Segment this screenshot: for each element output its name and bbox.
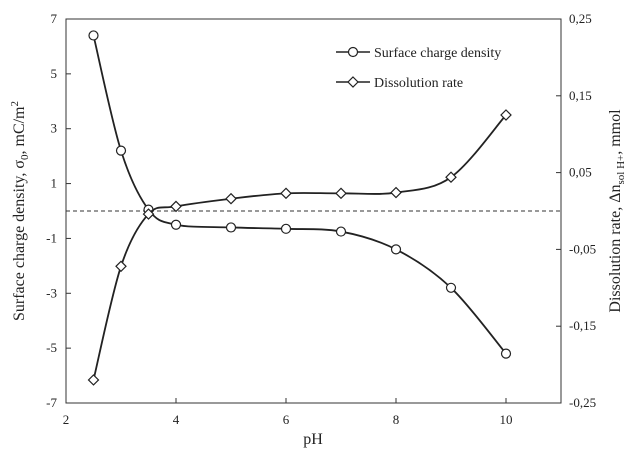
x-tick-label: 4: [173, 412, 180, 427]
legend-label-surface-charge: Surface charge density: [374, 46, 501, 61]
left-axis-label-main: Surface charge density, σ: [11, 160, 28, 321]
data-point-surface-charge: [280, 223, 292, 234]
left-axis-label-sup: 2: [9, 101, 21, 107]
legend-marker-surface-charge: [347, 46, 359, 58]
data-point-dissolution-rate: [142, 208, 155, 220]
x-tick-label: 6: [283, 412, 290, 427]
y-right-tick-label: -0,25: [569, 395, 596, 410]
data-point-surface-charge: [170, 219, 182, 230]
data-point-dissolution-rate: [225, 192, 237, 205]
data-point-surface-charge: [500, 348, 512, 359]
y-left-tick-label: -5: [46, 340, 57, 355]
x-tick-label: 2: [63, 412, 70, 427]
data-point-surface-charge: [390, 244, 402, 255]
right-axis-label-main: Dissolution rate, Δn: [607, 185, 624, 313]
y-left-tick-label: -7: [46, 395, 57, 410]
data-point-dissolution-rate: [280, 187, 292, 200]
x-tick-label: 10: [500, 412, 513, 427]
y-right-tick-label: 0,15: [569, 88, 592, 103]
data-point-dissolution-rate: [390, 186, 402, 199]
series-line-surface-charge: [92, 35, 507, 355]
y-left-tick-label: -3: [46, 285, 57, 300]
series-line-dissolution-rate: [92, 114, 507, 381]
y-right-tick-label: -0,05: [569, 241, 596, 256]
right-axis-label: Dissolution rate, Δnsol H+, mmol: [607, 109, 627, 313]
y-left-tick-label: -1: [46, 230, 57, 245]
right-axis-label-sub: sol H+: [615, 155, 627, 185]
legend-marker-dissolution-rate: [347, 76, 359, 88]
data-point-dissolution-rate: [335, 187, 347, 200]
data-point-surface-charge: [445, 282, 457, 293]
left-axis-label-unit: , mC/m: [11, 106, 28, 155]
left-axis-label-sub: 0: [19, 154, 31, 160]
data-point-dissolution-rate: [170, 200, 182, 213]
y-left-tick-label: 5: [51, 66, 58, 81]
x-tick-label: 8: [393, 412, 400, 427]
data-point-dissolution-rate: [115, 260, 127, 273]
x-axis-label: pH: [303, 431, 323, 448]
y-right-tick-label: 0,05: [569, 165, 592, 180]
legend-label-dissolution-rate: Dissolution rate: [374, 76, 463, 91]
right-axis-label-unit: , mmol: [607, 109, 624, 155]
y-left-tick-label: 7: [51, 11, 58, 26]
data-point-surface-charge: [335, 226, 347, 237]
left-axis-label: Surface charge density, σ0, mC/m2: [9, 101, 31, 321]
data-point-surface-charge: [225, 222, 237, 233]
y-left-tick-label: 3: [51, 121, 58, 136]
data-point-dissolution-rate: [445, 171, 457, 184]
y-right-tick-label: -0,15: [569, 318, 596, 333]
data-point-dissolution-rate: [500, 109, 512, 121]
y-left-tick-label: 1: [51, 176, 58, 191]
data-point-surface-charge: [88, 30, 99, 41]
data-point-dissolution-rate: [87, 374, 100, 386]
data-point-surface-charge: [115, 145, 127, 156]
y-right-tick-label: 0,25: [569, 11, 592, 26]
